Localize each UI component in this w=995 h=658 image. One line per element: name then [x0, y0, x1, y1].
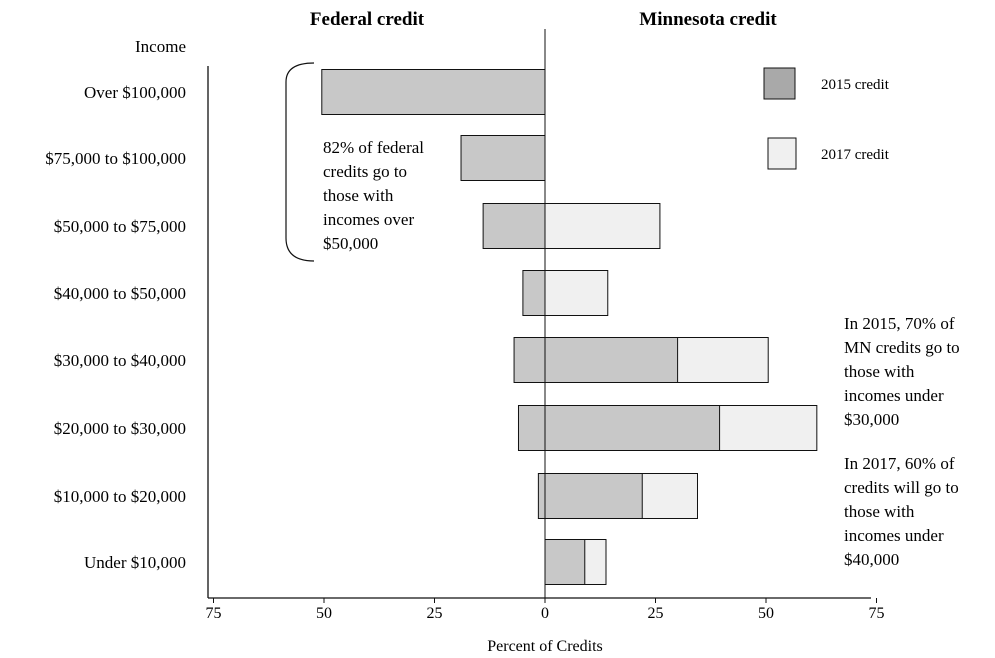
x-tick-label: 25	[427, 605, 443, 622]
minnesota-2015-note-line: $30,000	[844, 410, 899, 429]
minnesota-2015-note-annotation: In 2015, 70% of MN credits go to those w…	[844, 314, 960, 429]
chart-title-minnesota: Minnesota credit	[639, 9, 777, 30]
x-tick-label: 50	[316, 605, 332, 622]
minnesota-2015-note-line: incomes under	[844, 386, 944, 405]
legend-2015-swatch	[763, 67, 796, 100]
minnesota-2017-note-line: incomes under	[844, 526, 944, 545]
minnesota-2015-credit-bar	[544, 337, 679, 383]
federal-credit-bar	[513, 337, 546, 383]
x-tick-label: 25	[648, 605, 664, 622]
category-label: $10,000 to $20,000	[54, 487, 186, 506]
category-label: $30,000 to $40,000	[54, 351, 186, 370]
category-label: Over $100,000	[84, 83, 186, 102]
federal-note-line: 82% of federal	[323, 138, 424, 157]
category-label: $20,000 to $30,000	[54, 419, 186, 438]
federal-credit-bar	[522, 270, 546, 316]
federal-credit-bar	[537, 473, 546, 519]
minnesota-2017-note-line: $40,000	[844, 550, 899, 569]
x-tick-label: 75	[869, 605, 885, 622]
category-label: $40,000 to $50,000	[54, 284, 186, 303]
y-axis-category-label: Income	[135, 37, 186, 56]
minnesota-2015-note-line: those with	[844, 362, 915, 381]
x-tick-label: 50	[758, 605, 774, 622]
category-label: $75,000 to $100,000	[45, 149, 186, 168]
federal-credit-bar	[460, 135, 546, 181]
chart-title-federal: Federal credit	[310, 9, 425, 30]
x-tick-label: 0	[541, 605, 549, 622]
minnesota-2017-credit-bar	[544, 203, 661, 249]
minnesota-2015-credit-bar	[544, 539, 586, 585]
federal-note-annotation: 82% of federal credits go to those with …	[323, 138, 424, 253]
minnesota-2015-credit-bar	[544, 473, 643, 519]
federal-note-line: incomes over	[323, 210, 414, 229]
category-label: Under $10,000	[84, 553, 186, 572]
federal-income-bracket	[285, 62, 315, 262]
minnesota-2015-credit-bar	[544, 405, 721, 451]
minnesota-2017-note-line: those with	[844, 502, 915, 521]
federal-note-line: those with	[323, 186, 394, 205]
federal-note-line: $50,000	[323, 234, 378, 253]
minnesota-2017-credit-bar	[544, 270, 609, 316]
minnesota-2017-note-annotation: In 2017, 60% of credits will go to those…	[844, 454, 959, 569]
x-axis-label: Percent of Credits	[487, 638, 603, 655]
federal-note-line: credits go to	[323, 162, 407, 181]
minnesota-2015-note-line: In 2015, 70% of	[844, 314, 955, 333]
legend-2017-swatch	[767, 137, 797, 170]
legend-2017-label: 2017 credit	[821, 147, 890, 163]
minnesota-2017-note-line: In 2017, 60% of	[844, 454, 955, 473]
minnesota-2017-note-line: credits will go to	[844, 478, 959, 497]
federal-credit-bar	[482, 203, 546, 249]
minnesota-2015-note-line: MN credits go to	[844, 338, 960, 357]
category-label: $50,000 to $75,000	[54, 217, 186, 236]
x-tick-label: 75	[206, 605, 222, 622]
plot-layer: 75 50 25 0 25 50 75 Over $100,000 $75,000 to $10…	[45, 29, 885, 622]
federal-credit-bar	[517, 405, 546, 451]
legend-2015-label: 2015 credit	[821, 77, 890, 93]
federal-credit-bar	[321, 69, 546, 115]
